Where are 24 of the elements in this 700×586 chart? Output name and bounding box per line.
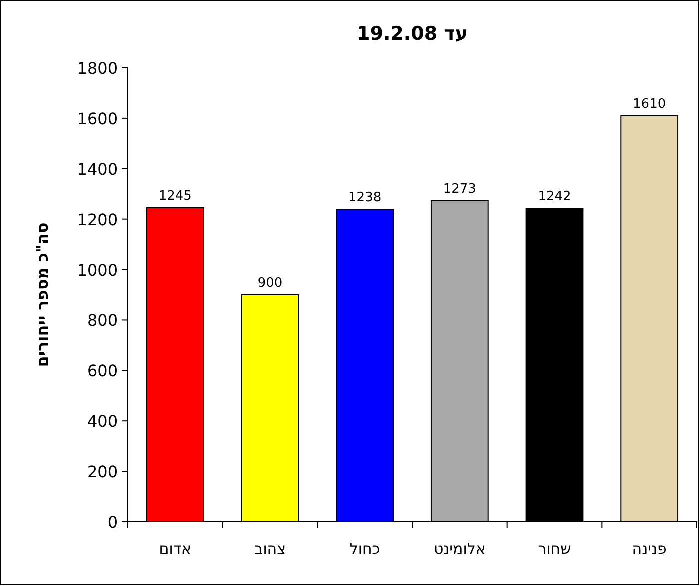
data-label: 900 [258,276,283,291]
y-tick-label: 0 [108,513,118,532]
x-tick-label: אדום [159,540,192,558]
data-label: 1238 [348,190,382,206]
data-label: 1242 [538,190,572,205]
data-label: 1245 [158,188,192,204]
x-tick-label: פנינה [632,540,667,558]
data-label: 1273 [443,182,476,197]
y-tick-label: 200 [87,462,118,482]
y-tick-label: 1800 [77,59,118,78]
y-tick-label: 1400 [77,160,118,179]
y-tick-label: 800 [87,311,118,330]
y-tick-label: 600 [87,362,118,381]
x-tick-label: צהוב [254,540,286,558]
y-tick-label: 1000 [77,260,118,280]
x-tick-label: אלומינט [434,540,486,558]
y-tick-label: 1200 [77,210,118,230]
y-axis-title: סה"כ מספר ייחורים [33,222,52,368]
y-tick-label: 1600 [77,109,118,128]
x-tick-label: שחור [538,540,572,558]
x-tick-label: כחול [350,540,380,558]
data-label: 1610 [633,96,666,112]
y-tick-label: 400 [87,412,118,432]
chart-title: עד 19.2.08 [357,23,468,45]
